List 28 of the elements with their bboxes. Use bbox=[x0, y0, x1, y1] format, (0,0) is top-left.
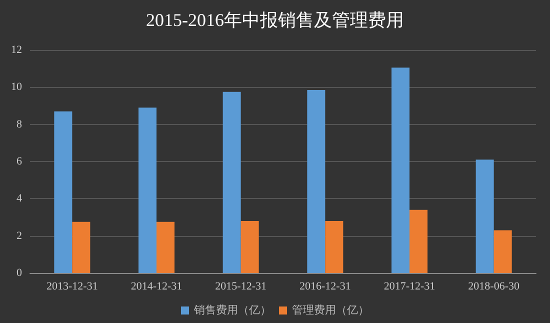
x-tick-label: 2017-12-31 bbox=[384, 280, 436, 292]
bar bbox=[240, 220, 259, 273]
bar bbox=[325, 220, 344, 273]
x-tick-label: 2018-06-30 bbox=[468, 280, 520, 292]
bar bbox=[494, 230, 512, 273]
bar bbox=[307, 90, 326, 273]
y-tick-label: 6 bbox=[16, 156, 22, 168]
legend-label: 销售费用（亿） bbox=[193, 304, 271, 316]
bar bbox=[72, 222, 90, 273]
bar bbox=[222, 92, 241, 273]
y-tick-label: 10 bbox=[11, 81, 22, 94]
bar bbox=[54, 111, 72, 273]
chart-title: 2015-2016年中报销售及管理费用 bbox=[146, 10, 404, 30]
y-tick-label: 2 bbox=[16, 230, 22, 242]
x-tick-label: 2016-12-31 bbox=[300, 280, 351, 292]
bar bbox=[410, 210, 428, 273]
y-tick-label: 12 bbox=[11, 44, 22, 56]
y-tick-label: 4 bbox=[16, 192, 22, 205]
bar bbox=[138, 108, 156, 273]
bar bbox=[476, 160, 494, 273]
y-tick-label: 0 bbox=[16, 267, 22, 279]
legend-label: 管理费用（亿） bbox=[292, 304, 369, 316]
bar bbox=[156, 222, 174, 273]
x-tick-label: 2013-12-31 bbox=[46, 280, 98, 292]
bar bbox=[392, 68, 410, 273]
x-tick-label: 2015-12-31 bbox=[215, 280, 266, 292]
y-tick-label: 8 bbox=[16, 118, 22, 130]
x-tick-label: 2014-12-31 bbox=[130, 280, 182, 292]
